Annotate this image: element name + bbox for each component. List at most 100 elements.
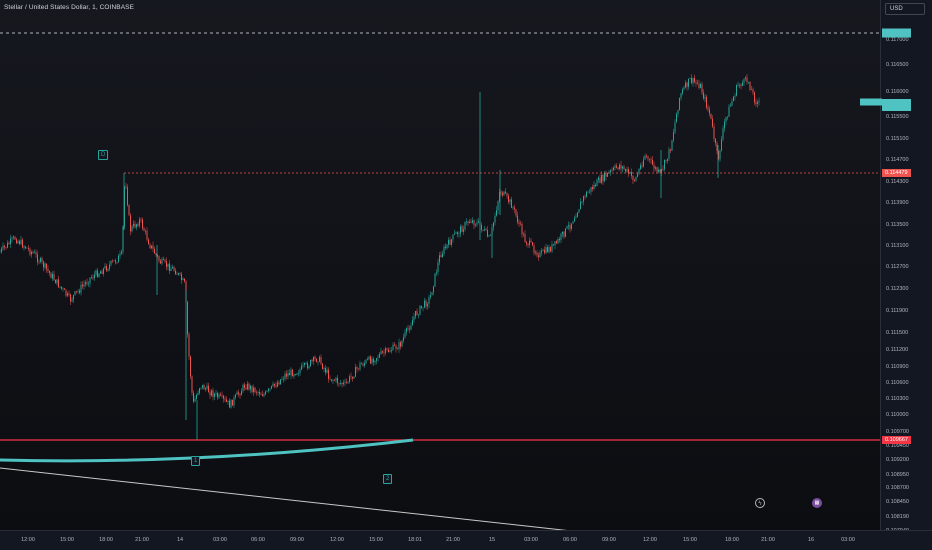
candle-body [640,165,641,170]
candle-body [332,380,334,381]
candle-body [739,84,740,86]
candle-body [131,226,133,232]
candle-body [37,254,38,262]
candle-body [611,170,613,171]
lightning-icon[interactable]: ϟ [755,498,765,508]
candle-body [148,239,149,245]
candle-body [88,283,89,285]
candle-body [280,379,281,385]
candle-body [712,118,713,127]
candle-body [434,273,436,287]
candle-body [493,222,494,228]
candle-body [505,191,506,194]
wave-label-d[interactable]: D [98,150,109,160]
wave-label-1[interactable]: 1 [191,456,201,466]
candle-body [26,247,28,249]
candle-body [224,398,226,400]
time-label: 18:00 [99,537,113,543]
candle-body [14,236,16,240]
candle-body [733,96,734,102]
candle-body [578,209,580,213]
candle-body [398,342,400,350]
candle-body [178,273,179,275]
candle-body [547,247,548,253]
candle-body [205,388,206,390]
candle-body [274,383,275,386]
candle-body [2,245,4,249]
candle-body [530,240,532,243]
candle-body [113,260,115,261]
candle-body [605,172,607,177]
price-label: 0.114700 [886,157,909,163]
currency-button[interactable]: USD [885,3,925,15]
candle-body [620,164,622,169]
time-axis[interactable] [0,530,932,550]
time-label: 12:00 [643,537,657,543]
time-label: 21:00 [135,537,149,543]
candle-body [233,397,235,406]
candle-body [422,307,424,309]
candle-body [649,159,650,160]
wave-label-2[interactable]: 2 [383,474,393,484]
candle-body [344,381,346,383]
candle-body [124,186,125,227]
time-label: 15 [488,537,496,543]
candle-body [484,229,485,231]
candle-body [52,274,53,279]
candle-body [379,354,380,358]
candle-body [451,239,452,245]
price-label: 0.111500 [886,330,909,336]
candle-body [82,284,83,287]
candle-body [115,260,116,263]
candle-body [643,159,644,167]
candle-body [359,363,361,370]
candle-body [296,373,298,375]
candle-body [415,311,416,317]
candle-body [412,320,413,326]
candle-body [152,245,154,249]
candle-body [172,267,173,269]
candle-body [721,139,722,151]
time-label: 21:00 [761,537,775,543]
candle-body [43,261,44,268]
candle-body [455,232,457,234]
candle-body [244,384,245,388]
candle-body [607,172,608,177]
candle-body [74,291,76,296]
price-label: 0.111200 [886,347,909,353]
chart-canvas[interactable]: Stellar / United States Dollar, 1, COINB… [0,0,880,530]
candle-body [11,237,13,239]
candle-body [757,102,758,104]
candle-body [242,384,244,391]
candle-body [449,239,451,245]
candle-body [688,78,689,87]
candle-body [646,155,647,157]
trend-line[interactable] [0,467,635,530]
time-label: 14 [176,537,184,543]
candle-body [440,255,442,258]
candle-body [428,297,430,305]
candle-body [464,222,466,230]
candle-body [212,390,214,397]
candle-body [673,132,674,141]
candle-body [340,382,341,384]
candle-body [448,239,449,245]
candle-body [661,169,662,173]
candle-body [697,82,698,84]
candle-body [35,252,37,255]
candle-body [142,219,143,229]
candle-body [71,299,73,302]
candle-body [304,363,305,366]
price-label: 0.115100 [886,136,909,142]
candle-body [4,245,5,248]
calendar-event-icon[interactable]: ▦ [812,498,822,508]
candle-body [86,282,88,284]
candle-body [149,244,151,249]
curve-line[interactable] [0,438,414,463]
candle-body [409,328,410,330]
candle-body [745,77,746,79]
candle-body [97,270,98,278]
candle-body [731,101,733,106]
candle-body [292,369,293,377]
candle-body [568,225,569,227]
